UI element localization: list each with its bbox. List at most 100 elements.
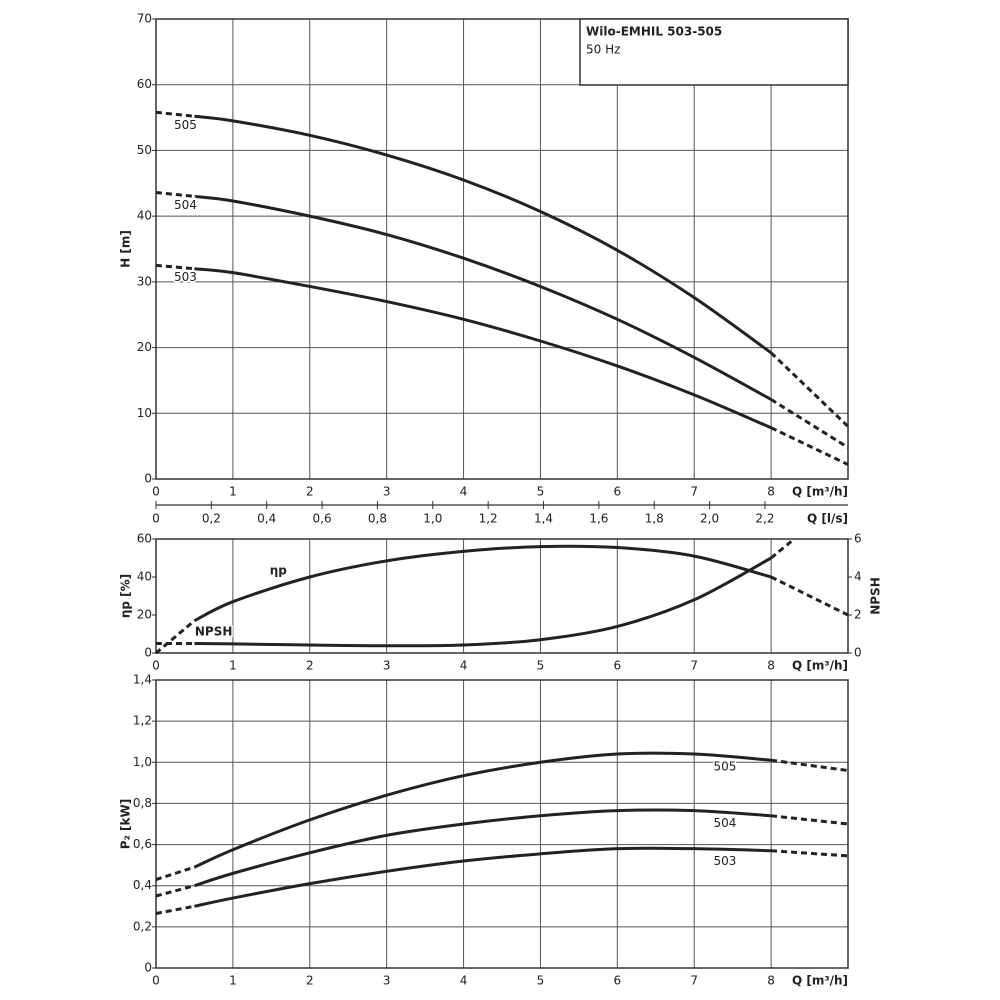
x-tick-label: 7 [690,659,698,673]
x-tick-label: 5 [537,485,545,499]
x-tick-label: 3 [383,974,391,988]
curve-dashed [770,537,796,560]
curve-dashed [155,865,195,881]
y-tick-label: 0 [144,646,152,660]
panel: 0 1 2 3 4 5 6 7 8 0 20 40 60 0 2 4 6 Q [m³/h] ηp [%] NPSH ηp… [119,532,883,675]
curve [194,556,772,648]
x-tick-label: 1 [229,659,237,673]
curve [193,751,772,869]
x-tick-label: 8 [767,485,775,499]
series-label: ηp [270,564,288,578]
x-tick-label: 0 [152,659,160,673]
y-tick-label: 40 [137,209,152,223]
y-tick-label: 60 [137,532,152,546]
curve [194,846,772,908]
x-tick-label: 0 [152,485,160,499]
curve-dashed [155,263,195,271]
x2-tick-label: 2,2 [755,512,774,526]
y-tick-label: 20 [137,608,152,622]
panel: 0 1 2 3 4 5 6 7 8 0 0,2 0,4 0,6 0,8 1,0 1,2 1,4 Q [m³/h] P… [119,673,851,990]
y-tick-label: 0 [144,961,152,975]
x-tick-label: 0 [152,974,160,988]
x2-tick-label: 0,2 [202,512,221,526]
curve-dashed [770,814,849,826]
series-label: 505 [713,760,736,774]
x-axis-label: Q [m³/h] [792,485,848,499]
x-tick-label: 8 [767,974,775,988]
x-tick-label: 6 [614,485,622,499]
y-tick-label: 0,2 [133,919,152,933]
x2-tick-label: 2,0 [700,512,719,526]
y-tick-label: 0,8 [133,796,152,810]
y2-tick-label: 6 [854,532,862,546]
chart-title: Wilo-EMHIL 503-505 [586,25,722,39]
y-axis-label: P₂ [kW] [119,799,133,849]
series-label: NPSH [195,624,233,638]
x-tick-label: 2 [306,659,314,673]
curve-dashed [155,190,195,198]
curve-dashed [155,619,196,655]
y-tick-label: 1,4 [133,673,152,687]
chart-subtitle: 50 Hz [586,43,620,57]
y-tick-label: 40 [137,570,152,584]
y-axis-label: H [m] [119,230,133,268]
x2-tick-label: 1,0 [423,512,442,526]
x-tick-label: 2 [306,974,314,988]
series-label: 505 [174,118,197,132]
curve-dashed [770,426,849,466]
curve-dashed [770,351,850,428]
x2-tick-label: 0 [152,512,160,526]
x2-axis-label: Q [l/s] [807,512,848,526]
y-tick-label: 30 [137,274,152,288]
curve [193,808,772,888]
x-tick-label: 1 [229,974,237,988]
x-tick-label: 6 [614,974,622,988]
y-tick-label: 1,0 [133,755,152,769]
series-label: 503 [174,270,197,284]
x-axis-label: Q [m³/h] [792,974,848,988]
y-tick-label: 20 [137,340,152,354]
y2-tick-label: 2 [854,608,862,622]
x-tick-label: 4 [460,974,468,988]
curve-dashed [155,884,195,898]
y2-tick-label: 4 [854,570,862,584]
curve-dashed [771,849,849,858]
plot-frame [155,18,849,480]
x2-tick-label: 1,4 [534,512,553,526]
plot-frame [155,538,849,654]
x-tick-label: 5 [537,659,545,673]
curve-dashed [770,758,849,773]
x-tick-label: 8 [767,659,775,673]
curve-dashed [155,904,195,915]
x-axis-label: Q [m³/h] [792,659,848,673]
y-tick-label: 70 [137,12,152,26]
x-tick-label: 7 [690,974,698,988]
x2-tick-label: 0,8 [368,512,387,526]
y-tick-label: 0 [144,472,152,486]
series-label: 504 [713,816,736,830]
y-tick-label: 1,2 [133,714,152,728]
y2-tick-label: 0 [854,646,862,660]
curve [194,114,772,355]
x-tick-label: 2 [306,485,314,499]
x-tick-label: 1 [229,485,237,499]
curve-dashed [155,110,195,118]
series-label: 504 [174,198,197,212]
y-axis-label: ηp [%] [119,574,133,618]
y-tick-label: 10 [137,406,152,420]
plot-frame [155,679,849,969]
x-tick-label: 7 [690,485,698,499]
series-label: 503 [713,854,736,868]
x2-tick-label: 1,2 [479,512,498,526]
curve [194,267,772,430]
x2-tick-label: 0,6 [313,512,332,526]
title-box [579,18,849,86]
x-tick-label: 4 [460,485,468,499]
x-tick-label: 6 [614,659,622,673]
x-tick-label: 4 [460,659,468,673]
y-tick-label: 50 [137,143,152,157]
x-tick-label: 3 [383,659,391,673]
y-tick-label: 60 [137,77,152,91]
x2-tick-label: 1,6 [589,512,608,526]
